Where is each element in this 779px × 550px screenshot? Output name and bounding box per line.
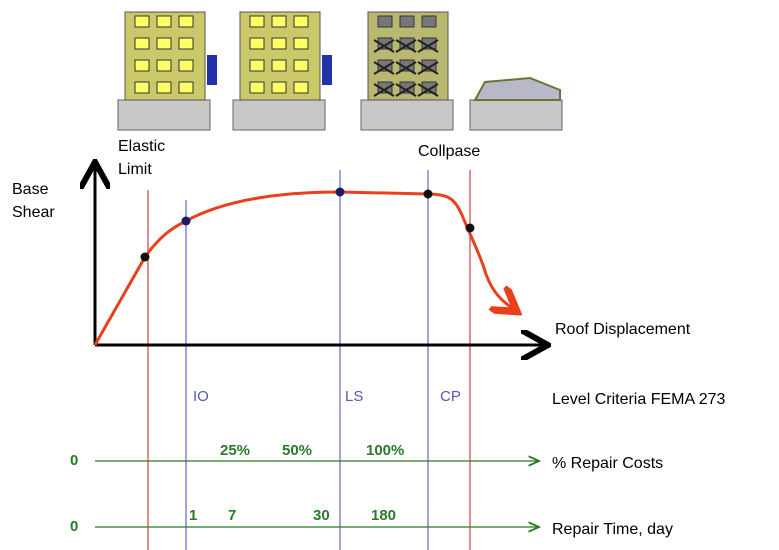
level-name: IO (193, 388, 209, 405)
point (140, 252, 150, 262)
row-title: Level Criteria FEMA 273 (552, 391, 726, 408)
time-start: 0 (70, 518, 78, 535)
window (293, 81, 309, 94)
window (271, 81, 287, 94)
ground (232, 99, 326, 131)
window (178, 15, 194, 28)
time-mark: 7 (228, 507, 236, 524)
crack (417, 61, 439, 75)
level-name: CP (440, 388, 461, 405)
axis-label: Shear (12, 204, 55, 221)
axis-label: Roof Displacement (555, 321, 691, 338)
window (156, 59, 172, 72)
cost-mark: 100% (366, 442, 404, 459)
window (249, 81, 265, 94)
crack (373, 83, 395, 97)
row-title: % Repair Costs (552, 455, 663, 472)
level-name: LS (345, 388, 363, 405)
label: Limit (118, 161, 152, 178)
crack (395, 83, 417, 97)
window (271, 15, 287, 28)
time-mark: 1 (189, 507, 197, 524)
window (293, 37, 309, 50)
window (421, 15, 437, 28)
window (156, 81, 172, 94)
point (335, 187, 345, 197)
window (178, 59, 194, 72)
window (271, 59, 287, 72)
sign (322, 55, 332, 85)
crack (395, 39, 417, 53)
window (178, 81, 194, 94)
point (423, 189, 433, 199)
label: Collpase (418, 143, 480, 160)
ground (117, 99, 211, 131)
building-icons (117, 11, 563, 131)
sign (207, 55, 217, 85)
ground (360, 99, 454, 131)
rubble (473, 76, 561, 101)
crack (417, 83, 439, 97)
cost-mark: 50% (282, 442, 312, 459)
crack (373, 61, 395, 75)
window (178, 37, 194, 50)
crack (373, 39, 395, 53)
crack (417, 39, 439, 53)
window (293, 59, 309, 72)
crack (395, 61, 417, 75)
window (249, 59, 265, 72)
window (271, 37, 287, 50)
capacity-curve (93, 190, 512, 346)
window (249, 37, 265, 50)
cost-start: 0 (70, 452, 78, 469)
time-mark: 180 (371, 507, 396, 524)
window (156, 15, 172, 28)
window (134, 81, 150, 94)
window (377, 15, 393, 28)
window (134, 59, 150, 72)
window (249, 15, 265, 28)
point (181, 216, 191, 226)
cost-mark: 25% (220, 442, 250, 459)
point (465, 223, 475, 233)
label: Elastic (118, 138, 165, 155)
window (134, 37, 150, 50)
window (134, 15, 150, 28)
window (156, 37, 172, 50)
window (399, 15, 415, 28)
time-mark: 30 (313, 507, 330, 524)
row-title: Repair Time, day (552, 521, 673, 538)
axis-label: Base (12, 181, 49, 198)
ground (469, 99, 563, 131)
window (293, 15, 309, 28)
